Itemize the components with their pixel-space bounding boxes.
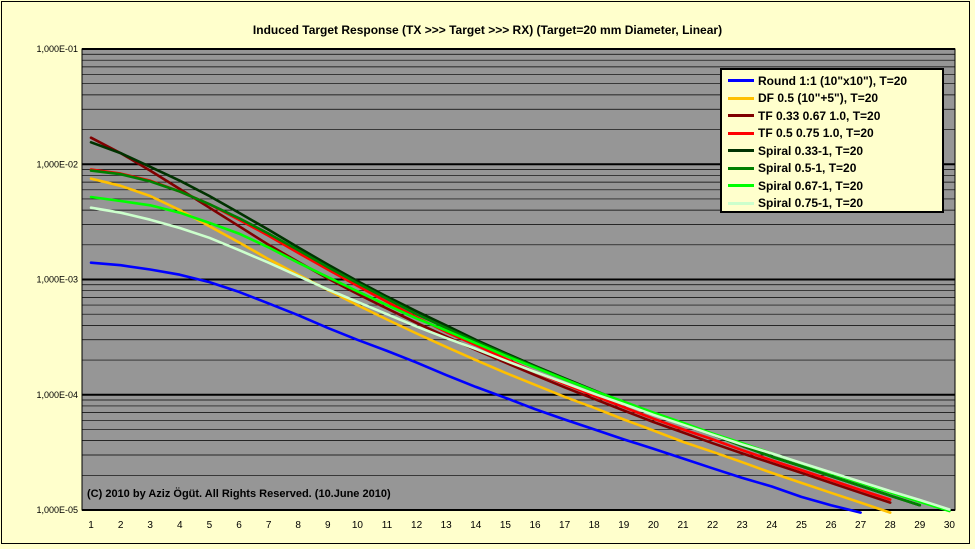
x-tick-label: 27 [855, 520, 867, 531]
x-tick-label: 6 [236, 520, 242, 531]
legend-label: Spiral 0.75-1, T=20 [758, 196, 864, 211]
x-tick-label: 12 [411, 520, 423, 531]
y-tick-label: 1,000E-04 [36, 390, 78, 400]
x-tick-label: 17 [559, 520, 571, 531]
legend-item-1: Round 1:1 (10"x10"), T=20 [728, 72, 938, 90]
y-tick-label: 1,000E-02 [36, 159, 78, 169]
x-tick-label: 20 [648, 520, 660, 531]
legend-item-3: TF 0.33 0.67 1.0, T=20 [728, 107, 938, 125]
x-tick-label: 26 [825, 520, 837, 531]
x-tick-label: 23 [737, 520, 749, 531]
x-tick-label: 30 [944, 520, 956, 531]
x-axis: 1 2 3 4 5 6 7 8 9 10 11 12 13 14 15 16 17 18 19 20 21 22 23 24 2… [88, 520, 955, 531]
legend: Round 1:1 (10"x10"), T=20 DF 0.5 (10"+5")… [720, 68, 944, 213]
legend-swatch [728, 201, 754, 205]
legend-swatch [728, 131, 754, 135]
legend-label: Spiral 0.5-1, T=20 [758, 161, 857, 176]
legend-item-7: Spiral 0.67-1, T=20 [728, 177, 938, 195]
legend-label: TF 0.33 0.67 1.0, T=20 [758, 108, 881, 123]
legend-label: Spiral 0.33-1, T=20 [758, 143, 864, 158]
x-tick-label: 25 [796, 520, 808, 531]
x-tick-label: 4 [177, 520, 183, 531]
x-tick-label: 19 [618, 520, 630, 531]
x-tick-label: 15 [500, 520, 512, 531]
x-tick-label: 18 [589, 520, 601, 531]
y-tick-label: 1,000E-01 [36, 44, 78, 54]
x-tick-label: 16 [529, 520, 541, 531]
legend-label: TF 0.5 0.75 1.0, T=20 [758, 126, 874, 141]
series-line-2 [89, 177, 892, 514]
copyright-note: (C) 2010 by Aziz Ögüt. All Rights Reserv… [87, 488, 391, 500]
legend-item-2: DF 0.5 (10"+5"), T=20 [728, 90, 938, 108]
series-line-8 [89, 206, 951, 511]
x-tick-label: 29 [914, 520, 926, 531]
x-tick-label: 13 [441, 520, 453, 531]
legend-label: Round 1:1 (10"x10"), T=20 [758, 73, 908, 88]
x-tick-label: 2 [118, 520, 124, 531]
x-tick-label: 8 [295, 520, 301, 531]
x-tick-label: 10 [352, 520, 364, 531]
legend-item-5: Spiral 0.33-1, T=20 [728, 142, 938, 160]
legend-item-8: Spiral 0.75-1, T=20 [728, 195, 938, 213]
y-tick-label: 1,000E-03 [36, 275, 78, 285]
y-axis: 1,000E-05 1,000E-04 1,000E-03 1,000E-02 1,00… [36, 44, 78, 515]
legend-swatch [728, 79, 754, 83]
legend-swatch [728, 166, 754, 170]
x-tick-label: 1 [88, 520, 94, 531]
x-tick-label: 9 [325, 520, 331, 531]
x-tick-label: 22 [707, 520, 719, 531]
series-line-1 [89, 261, 862, 514]
legend-swatch [728, 149, 754, 153]
series-lines [89, 136, 951, 514]
y-tick-label: 1,000E-05 [36, 505, 78, 515]
legend-item-6: Spiral 0.5-1, T=20 [728, 160, 938, 178]
x-tick-label: 3 [147, 520, 153, 531]
chart-title: Induced Target Response (TX >>> Target >… [252, 23, 723, 37]
x-tick-label: 21 [677, 520, 689, 531]
legend-item-4: TF 0.5 0.75 1.0, T=20 [728, 125, 938, 143]
legend-swatch [728, 114, 754, 118]
legend-swatch [728, 96, 754, 100]
x-tick-label: 24 [766, 520, 778, 531]
legend-label: Spiral 0.67-1, T=20 [758, 178, 864, 193]
legend-swatch [728, 184, 754, 188]
series-line-3 [89, 136, 892, 504]
x-tick-label: 14 [470, 520, 482, 531]
x-tick-label: 11 [382, 520, 393, 531]
x-tick-label: 28 [885, 520, 897, 531]
series-line-6 [89, 169, 922, 507]
legend-label: DF 0.5 (10"+5"), T=20 [758, 91, 879, 106]
x-tick-label: 7 [266, 520, 272, 531]
x-tick-label: 5 [207, 520, 213, 531]
